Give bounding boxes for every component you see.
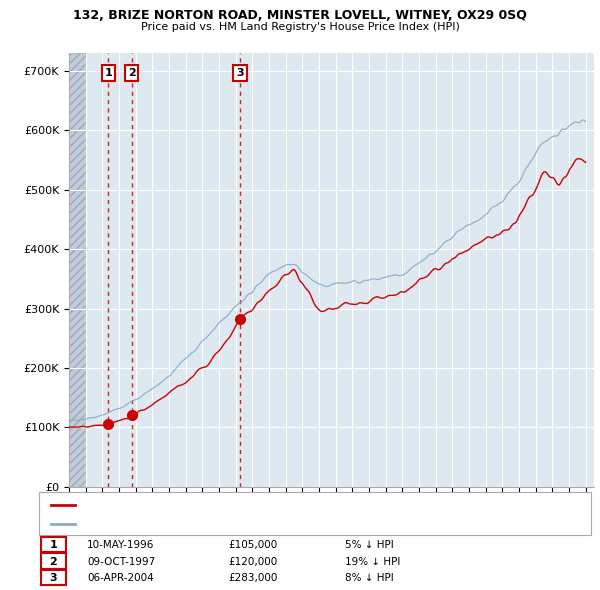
Text: 10-MAY-1996: 10-MAY-1996: [87, 540, 154, 550]
Bar: [69, 53, 86, 487]
Text: 132, BRIZE NORTON ROAD, MINSTER LOVELL, WITNEY, OX29 0SQ (detached house): 132, BRIZE NORTON ROAD, MINSTER LOVELL, …: [80, 501, 455, 510]
Text: £120,000: £120,000: [228, 557, 277, 566]
Text: 09-OCT-1997: 09-OCT-1997: [87, 557, 155, 566]
Text: 3: 3: [50, 573, 57, 583]
Text: 132, BRIZE NORTON ROAD, MINSTER LOVELL, WITNEY, OX29 0SQ: 132, BRIZE NORTON ROAD, MINSTER LOVELL, …: [73, 9, 527, 22]
Text: 1: 1: [104, 68, 112, 78]
Text: 19% ↓ HPI: 19% ↓ HPI: [345, 557, 400, 566]
Text: 8% ↓ HPI: 8% ↓ HPI: [345, 573, 394, 583]
Text: Price paid vs. HM Land Registry's House Price Index (HPI): Price paid vs. HM Land Registry's House …: [140, 22, 460, 32]
Text: 3: 3: [236, 68, 244, 78]
Text: £283,000: £283,000: [228, 573, 277, 583]
Text: 1: 1: [50, 540, 57, 550]
Text: HPI: Average price, detached house, West Oxfordshire: HPI: Average price, detached house, West…: [80, 520, 325, 529]
Text: £105,000: £105,000: [228, 540, 277, 550]
Text: 2: 2: [50, 557, 57, 566]
Text: 5% ↓ HPI: 5% ↓ HPI: [345, 540, 394, 550]
Text: 06-APR-2004: 06-APR-2004: [87, 573, 154, 583]
Text: 2: 2: [128, 68, 136, 78]
